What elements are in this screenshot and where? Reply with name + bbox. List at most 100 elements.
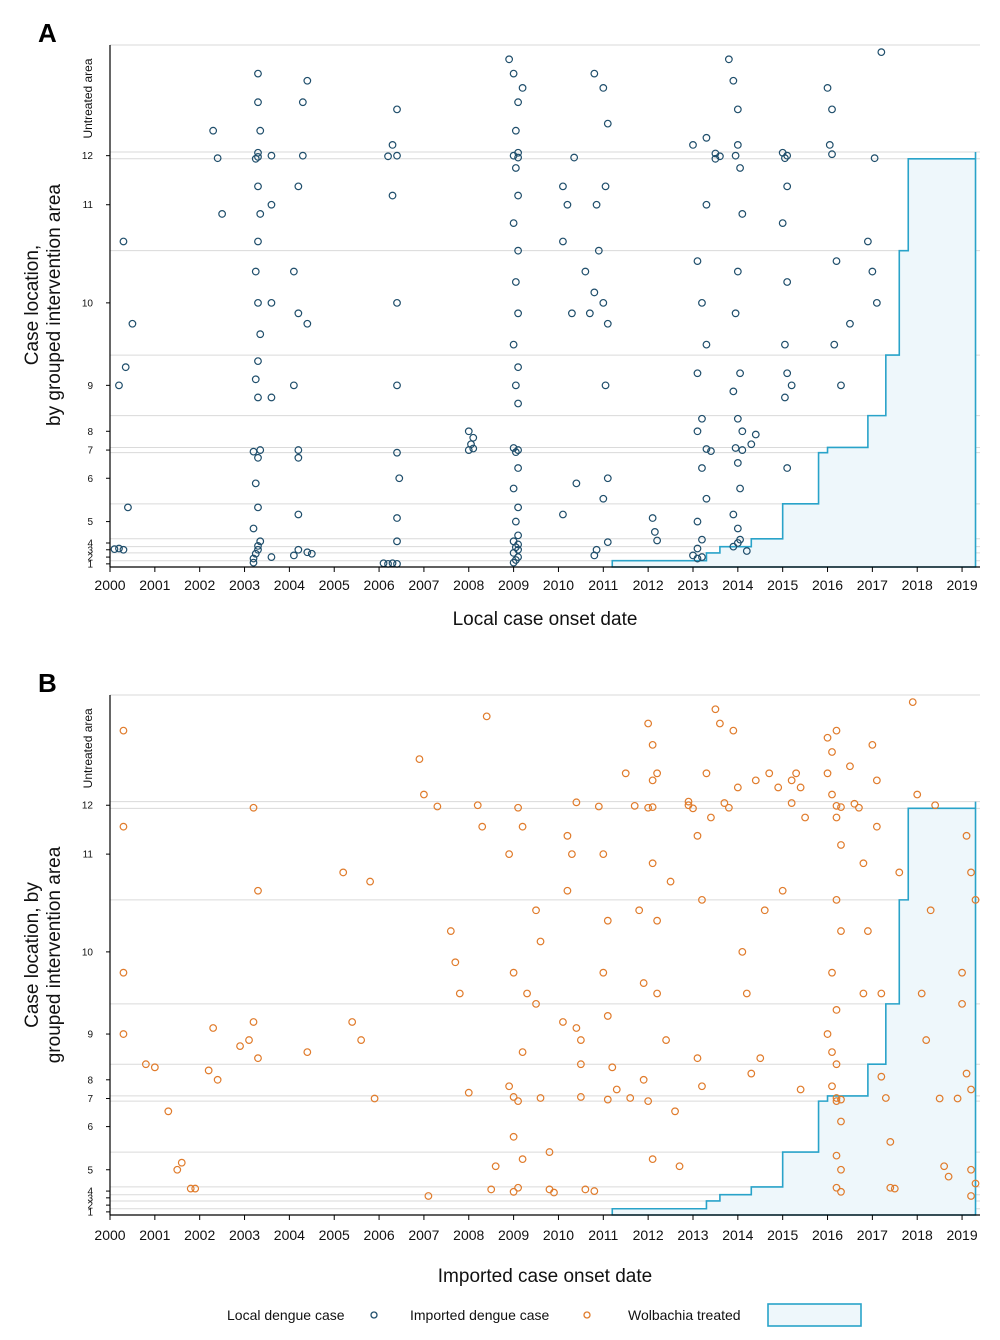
y-tick-label: 1 (87, 559, 93, 570)
case-point (738, 446, 747, 454)
case-point (464, 427, 473, 436)
case-point (433, 802, 442, 811)
panel-a-wolbachia-area (611, 152, 977, 568)
case-point (254, 357, 262, 366)
case-point (832, 257, 841, 266)
case-point (590, 69, 599, 78)
case-point (119, 545, 128, 554)
case-point (509, 1187, 518, 1196)
case-point (518, 84, 527, 92)
case-point (859, 859, 868, 868)
case-point (724, 55, 733, 64)
x-tick-label: 2013 (677, 577, 708, 593)
case-point (509, 1093, 518, 1101)
case-point (388, 141, 397, 149)
case-point (249, 803, 258, 812)
case-point (689, 804, 697, 813)
case-point (599, 298, 608, 307)
case-point (698, 298, 706, 307)
case-point (971, 895, 980, 904)
case-point (294, 446, 303, 454)
case-point (603, 538, 612, 547)
case-point (774, 783, 783, 792)
case-point (585, 309, 594, 318)
case-point (837, 1187, 845, 1196)
case-point (395, 474, 404, 483)
case-point (868, 740, 877, 749)
case-point (828, 968, 836, 977)
case-point (787, 381, 796, 390)
case-point (572, 798, 581, 807)
case-point (509, 340, 518, 349)
case-point (119, 237, 128, 246)
case-point (832, 1006, 841, 1014)
case-point (505, 850, 514, 859)
case-point (837, 803, 845, 812)
y-tick-label: 2 (87, 553, 93, 564)
x-tick-label: 2004 (274, 577, 305, 593)
x-tick-label: 2009 (498, 577, 529, 593)
panel-b-points (119, 698, 980, 1200)
case-point (783, 151, 792, 160)
case-point (254, 503, 262, 512)
x-tick-label: 2008 (453, 1227, 484, 1243)
case-point (267, 200, 276, 209)
case-point (648, 1155, 657, 1164)
x-tick-label: 2015 (767, 577, 798, 593)
y-tick-label: 8 (87, 427, 93, 438)
case-point (514, 464, 522, 472)
case-point (509, 219, 518, 228)
case-point (393, 151, 401, 160)
y-tick-label: 3 (87, 545, 93, 556)
case-point (872, 822, 881, 831)
case-point (251, 549, 260, 558)
case-point (119, 1030, 128, 1038)
case-point (913, 790, 922, 799)
case-point (576, 1093, 585, 1101)
case-point (536, 937, 545, 946)
case-point (648, 803, 657, 812)
case-point (733, 267, 742, 276)
case-point (944, 1172, 953, 1181)
case-point (922, 1036, 931, 1044)
y-tick-label: 9 (87, 1030, 93, 1041)
case-point (698, 464, 706, 472)
case-point (935, 1094, 944, 1103)
case-point (729, 76, 738, 85)
case-point (877, 48, 886, 57)
case-point (204, 1066, 213, 1075)
case-point (828, 1048, 836, 1057)
x-tick-label: 2012 (633, 577, 664, 593)
case-point (509, 484, 518, 493)
case-point (832, 895, 841, 904)
legend-imported-label: Imported dengue case (410, 1307, 550, 1323)
case-point (832, 726, 841, 735)
x-tick-label: 2000 (94, 1227, 125, 1243)
case-point (568, 309, 576, 318)
case-point (511, 278, 520, 286)
case-point (559, 1018, 567, 1026)
case-point (357, 1036, 366, 1044)
x-tick-label: 2009 (498, 1227, 529, 1243)
case-point (254, 298, 262, 307)
case-point (733, 105, 742, 114)
case-point (603, 1012, 612, 1020)
case-point (119, 968, 128, 977)
case-point (393, 298, 401, 307)
case-point (689, 141, 697, 149)
case-point (648, 776, 657, 785)
y-tick-label: 5 (87, 517, 93, 528)
case-point (886, 1137, 895, 1146)
x-tick-label: 2016 (812, 577, 843, 593)
case-point (532, 906, 540, 915)
case-point (702, 200, 711, 209)
case-point (693, 1054, 702, 1063)
case-point (837, 1095, 845, 1104)
case-point (518, 822, 527, 831)
case-point (294, 545, 303, 554)
case-point (455, 989, 464, 998)
case-point (599, 494, 608, 503)
case-point (576, 1060, 585, 1069)
case-point (962, 1069, 971, 1078)
